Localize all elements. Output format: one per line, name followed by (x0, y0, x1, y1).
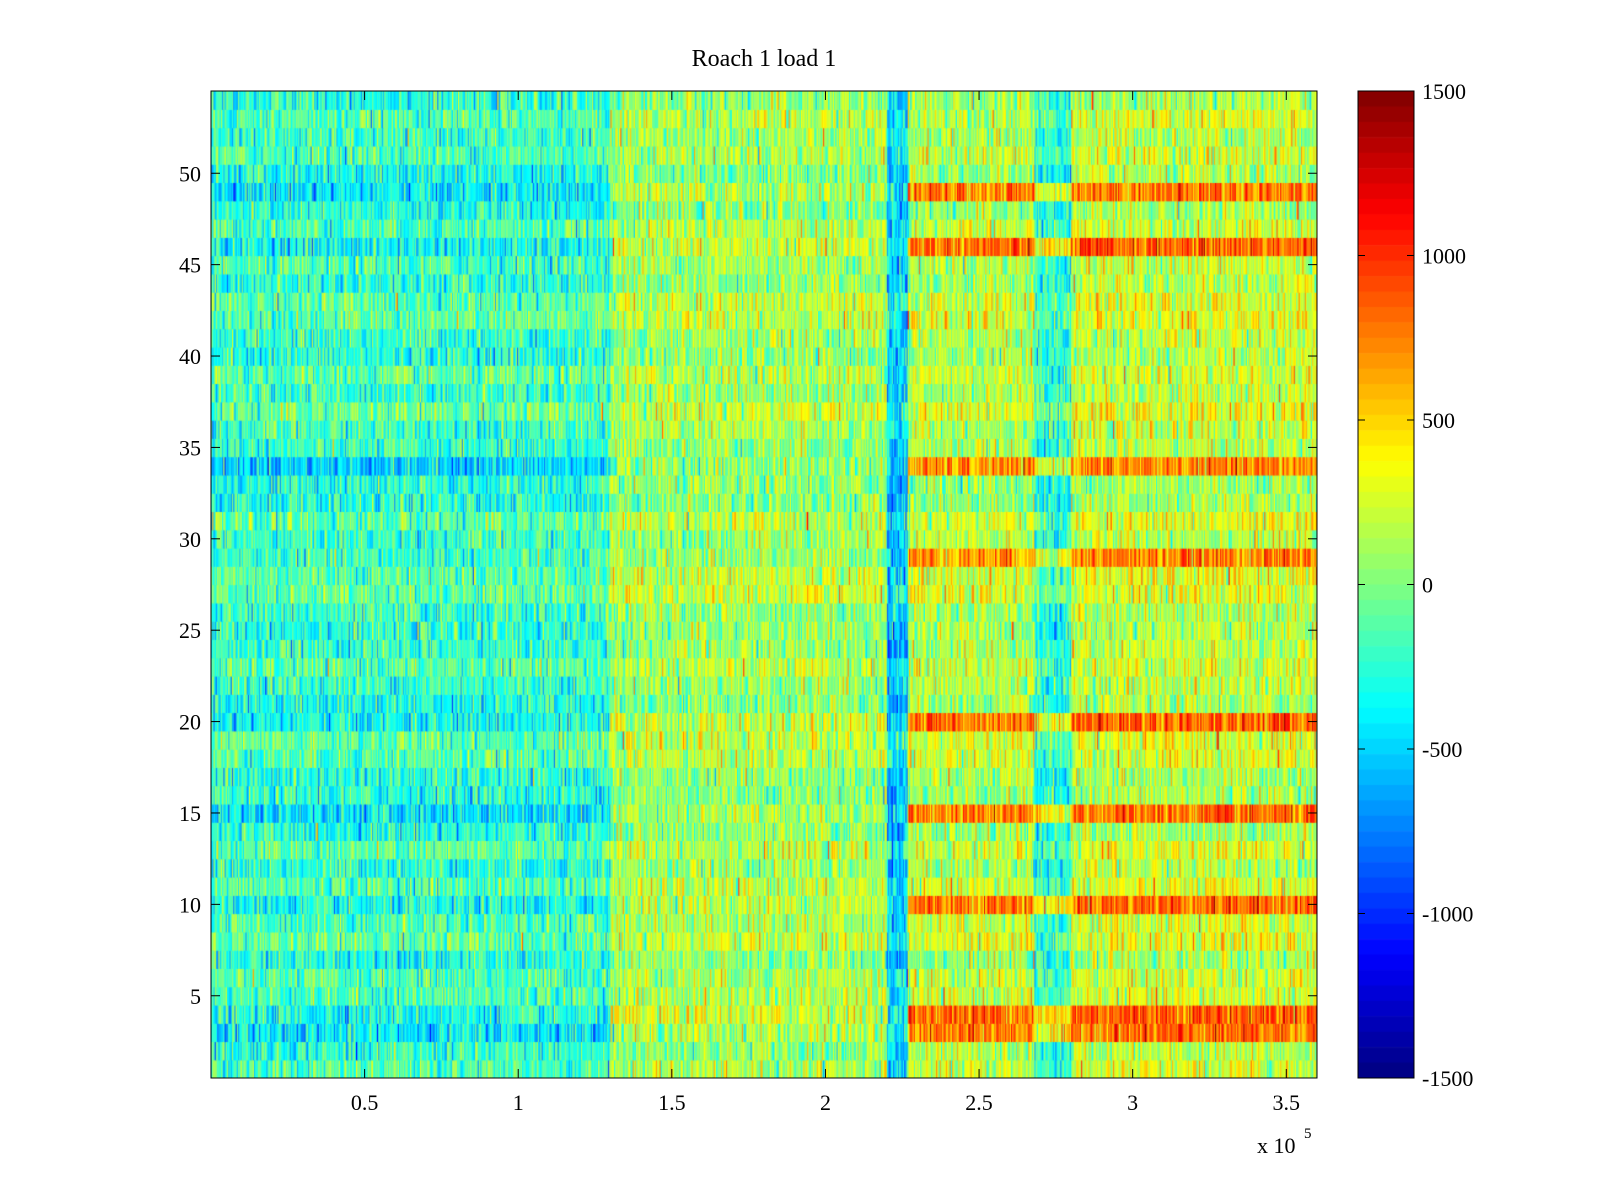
chart-title: Roach 1 load 1 (692, 46, 837, 72)
colorbar-tick-label: -500 (1422, 737, 1462, 762)
y-tick-label: 10 (179, 892, 201, 917)
y-tick-label: 15 (179, 801, 201, 826)
x-tick-label: 2.5 (965, 1090, 993, 1115)
y-tick-label: 45 (179, 253, 201, 278)
colorbar-tick-label: 1500 (1422, 79, 1466, 104)
x-tick-label: 2 (820, 1090, 831, 1115)
y-tick-label: 20 (179, 710, 201, 735)
x-tick-label: 1 (513, 1090, 524, 1115)
x-tick-label: 3 (1127, 1090, 1138, 1115)
y-axis: 5 10 15 20 25 30 35 40 45 50 (179, 161, 1317, 1009)
y-tick-label: 50 (179, 161, 201, 186)
x-tick-label: 1.5 (658, 1090, 686, 1115)
y-tick-label: 25 (179, 618, 201, 643)
colorbar-image (1358, 91, 1414, 1078)
x-multiplier-exponent: 5 (1304, 1126, 1312, 1142)
colorbar-tick-label: -1500 (1422, 1066, 1473, 1091)
y-tick-label: 5 (190, 984, 201, 1009)
colorbar-tick-label: -1000 (1422, 902, 1473, 927)
plot-frame (210, 90, 1318, 1079)
colorbar-tick-label: 0 (1422, 573, 1433, 598)
y-tick-label: 40 (179, 344, 201, 369)
x-axis: 0.5 1 1.5 2 2.5 3 3.5 (351, 91, 1300, 1115)
x-tick-label: 0.5 (351, 1090, 379, 1115)
colorbar-frame (1357, 90, 1415, 1079)
y-tick-label: 30 (179, 527, 201, 552)
heatmap-image (211, 91, 1317, 1078)
colorbar-axis: 1500 1000 500 0 -500 -1000 -1500 (1358, 79, 1473, 1091)
colorbar-tick-label: 1000 (1422, 244, 1466, 269)
x-multiplier-label: x 10 (1257, 1133, 1296, 1158)
x-tick-label: 3.5 (1273, 1090, 1301, 1115)
y-tick-label: 35 (179, 435, 201, 460)
colorbar-tick-label: 500 (1422, 408, 1455, 433)
